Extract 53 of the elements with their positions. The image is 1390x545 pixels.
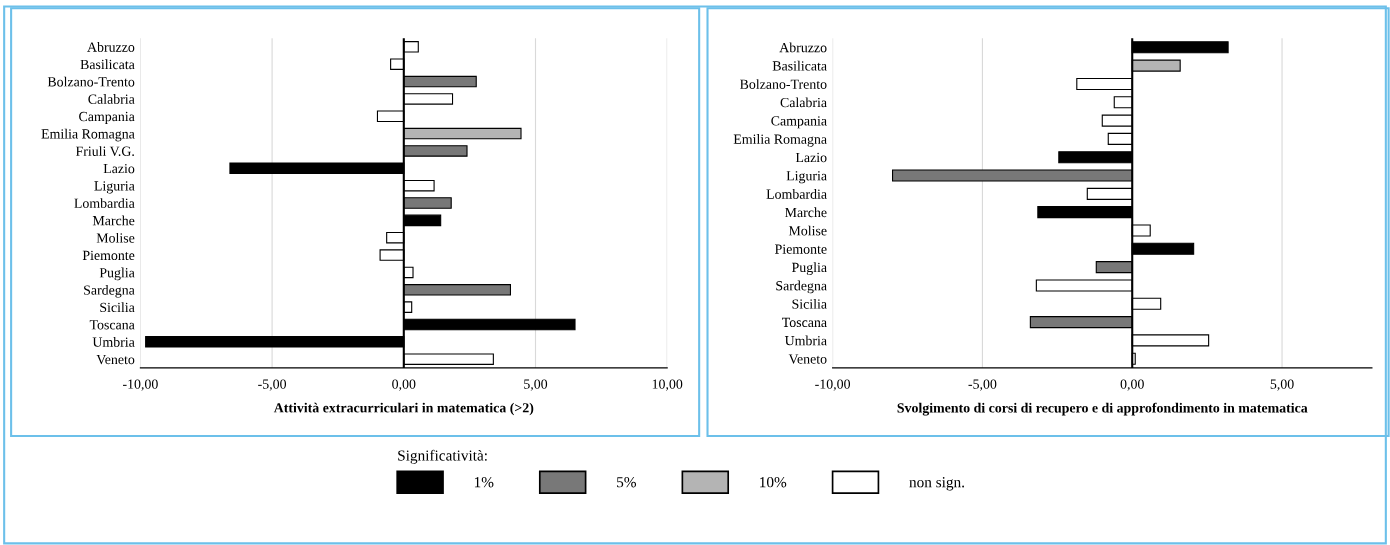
y-tick-label: Campania — [79, 111, 135, 125]
y-tick-label: Calabria — [88, 94, 135, 104]
y-tick-label: Bolzano-Trento — [740, 79, 827, 89]
y-tick-label: Basilicata — [80, 59, 135, 70]
legend-label: non sign. — [909, 477, 964, 491]
y-tick-label: Puglia — [99, 267, 135, 281]
y-tick-label: Basilicata — [772, 60, 827, 71]
y-tick-label: Abruzzo — [87, 42, 135, 52]
y-tick-label: Liguria — [786, 171, 827, 184]
y-tick-label: Campania — [771, 116, 827, 129]
x-axis-title: Attività extracurriculari in matematica (>2) — [273, 402, 534, 416]
x-tick-label: 0,00 — [392, 379, 416, 391]
legend-label: 10% — [760, 477, 787, 488]
y-tick-label: Sardegna — [84, 284, 135, 298]
y-tick-label: Sicilia — [100, 302, 135, 313]
y-tick-label: Friuli V.G. — [75, 146, 134, 156]
y-tick-label: Piemonte — [82, 250, 135, 261]
y-tick-label: Sicilia — [792, 298, 827, 309]
y-tick-label: Lombardia — [766, 189, 827, 199]
x-tick-label: -10,00 — [122, 379, 158, 391]
y-tick-label: Umbria — [784, 335, 827, 346]
x-tick-label: 0,00 — [1120, 379, 1144, 391]
y-tick-label: Liguria — [94, 181, 135, 194]
legend-label: 1% — [474, 477, 494, 488]
y-tick-label: Marche — [92, 215, 135, 226]
y-tick-label: Lazio — [103, 163, 135, 174]
y-tick-label: Sardegna — [776, 280, 827, 294]
x-tick-label: 5,00 — [524, 379, 548, 391]
y-tick-label: Umbria — [92, 337, 135, 347]
y-tick-label: Emilia Romagna — [41, 128, 135, 142]
y-tick-label: Molise — [788, 225, 827, 236]
y-tick-label: Calabria — [780, 97, 827, 108]
x-tick-label: -5,00 — [968, 379, 997, 391]
y-tick-label: Lombardia — [74, 198, 135, 208]
y-tick-label: Toscana — [89, 320, 135, 330]
y-tick-label: Bolzano-Trento — [47, 76, 135, 87]
y-tick-label: Emilia Romagna — [733, 134, 827, 147]
x-tick-label: 5,00 — [1270, 379, 1294, 391]
x-axis-title: Svolgimento di corsi di recupero e di approfondimento in matematica — [897, 402, 1308, 416]
y-tick-label: Lazio — [795, 152, 827, 163]
y-tick-label: Veneto — [96, 354, 135, 365]
legend-title: Significatività: — [398, 449, 487, 464]
x-tick-label: 10,00 — [652, 379, 683, 391]
y-tick-label: Molise — [96, 232, 135, 243]
y-tick-label: Marche — [785, 207, 827, 218]
y-tick-label: Piemonte — [774, 244, 827, 254]
y-tick-label: Abruzzo — [779, 42, 827, 53]
x-tick-label: -5,00 — [258, 379, 287, 391]
y-tick-label: Veneto — [788, 354, 827, 364]
y-tick-label: Toscana — [782, 317, 827, 328]
y-tick-label: Puglia — [791, 262, 827, 275]
legend-label: 5% — [617, 477, 637, 488]
x-tick-label: -10,00 — [815, 379, 851, 391]
